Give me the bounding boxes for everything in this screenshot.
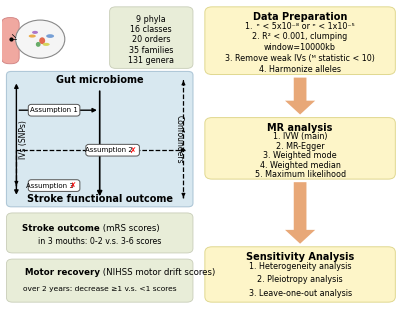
FancyBboxPatch shape — [205, 118, 395, 179]
Circle shape — [16, 20, 65, 58]
Ellipse shape — [46, 34, 54, 38]
Text: 131 genera: 131 genera — [128, 56, 174, 66]
Ellipse shape — [36, 42, 40, 47]
Text: window=10000kb: window=10000kb — [264, 43, 336, 52]
Text: (mRS scores): (mRS scores) — [100, 224, 159, 233]
FancyBboxPatch shape — [86, 144, 139, 156]
Text: Stroke outcome: Stroke outcome — [22, 224, 100, 233]
FancyBboxPatch shape — [110, 7, 193, 68]
Text: 3. Remove weak IVs (ᴹ statistic < 10): 3. Remove weak IVs (ᴹ statistic < 10) — [225, 54, 375, 63]
Text: Data Preparation: Data Preparation — [253, 12, 347, 22]
Text: 4. Harmonize alleles: 4. Harmonize alleles — [259, 65, 341, 74]
FancyBboxPatch shape — [1, 18, 19, 64]
Ellipse shape — [32, 31, 38, 34]
Text: 3. Weighted mode: 3. Weighted mode — [263, 151, 337, 160]
Text: 9 phyla: 9 phyla — [136, 15, 166, 23]
Text: ✗: ✗ — [70, 181, 76, 190]
Text: 1. Heterogeneity analysis: 1. Heterogeneity analysis — [249, 261, 351, 271]
Text: 2. R² < 0.001, clumping: 2. R² < 0.001, clumping — [252, 32, 348, 41]
Text: 20 orders: 20 orders — [132, 36, 170, 44]
Text: 1. IVW (main): 1. IVW (main) — [273, 132, 327, 141]
Text: in 3 mouths: 0-2 v.s. 3-6 scores: in 3 mouths: 0-2 v.s. 3-6 scores — [38, 237, 162, 246]
FancyBboxPatch shape — [205, 247, 395, 302]
Text: 5. Maximum likelihood: 5. Maximum likelihood — [254, 171, 346, 180]
Text: Assumption 1: Assumption 1 — [30, 107, 78, 113]
Text: Assumption 3: Assumption 3 — [26, 183, 74, 188]
FancyBboxPatch shape — [28, 180, 80, 191]
Text: ✗: ✗ — [129, 146, 136, 155]
Text: 3. Leave-one-out analysis: 3. Leave-one-out analysis — [248, 289, 352, 298]
FancyBboxPatch shape — [6, 259, 193, 302]
Ellipse shape — [42, 43, 50, 46]
Text: 35 families: 35 families — [129, 46, 174, 55]
Polygon shape — [285, 78, 315, 115]
Text: over 2 years: decrease ≥1 v.s. <1 scores: over 2 years: decrease ≥1 v.s. <1 scores — [23, 286, 176, 292]
Text: (NIHSS motor drift scores): (NIHSS motor drift scores) — [100, 269, 215, 277]
Text: 4. Weighted median: 4. Weighted median — [260, 161, 340, 170]
Text: Motor recovery: Motor recovery — [25, 269, 100, 277]
Text: 2. Pleiotropy analysis: 2. Pleiotropy analysis — [257, 275, 343, 284]
Text: 16 classes: 16 classes — [130, 25, 172, 34]
Text: MR analysis: MR analysis — [268, 123, 333, 133]
Text: Stroke functional outcome: Stroke functional outcome — [27, 194, 173, 204]
Ellipse shape — [29, 35, 36, 38]
Ellipse shape — [39, 37, 45, 44]
FancyBboxPatch shape — [6, 71, 193, 207]
Text: 1.  ᵉ < 5x10⁻⁸ or ᵉ < 1x10⁻⁵: 1. ᵉ < 5x10⁻⁸ or ᵉ < 1x10⁻⁵ — [245, 22, 355, 31]
FancyBboxPatch shape — [205, 7, 395, 74]
FancyBboxPatch shape — [28, 104, 80, 116]
Text: Assumption 2: Assumption 2 — [85, 147, 132, 153]
Polygon shape — [285, 182, 315, 244]
Text: 2. MR-Egger: 2. MR-Egger — [276, 142, 324, 151]
Text: IVs (SNPs): IVs (SNPs) — [19, 120, 28, 159]
Text: Gut microbiome: Gut microbiome — [56, 75, 144, 85]
Text: Sensitivity Analysis: Sensitivity Analysis — [246, 252, 354, 262]
FancyBboxPatch shape — [6, 213, 193, 253]
Text: Confounders: Confounders — [175, 115, 184, 163]
